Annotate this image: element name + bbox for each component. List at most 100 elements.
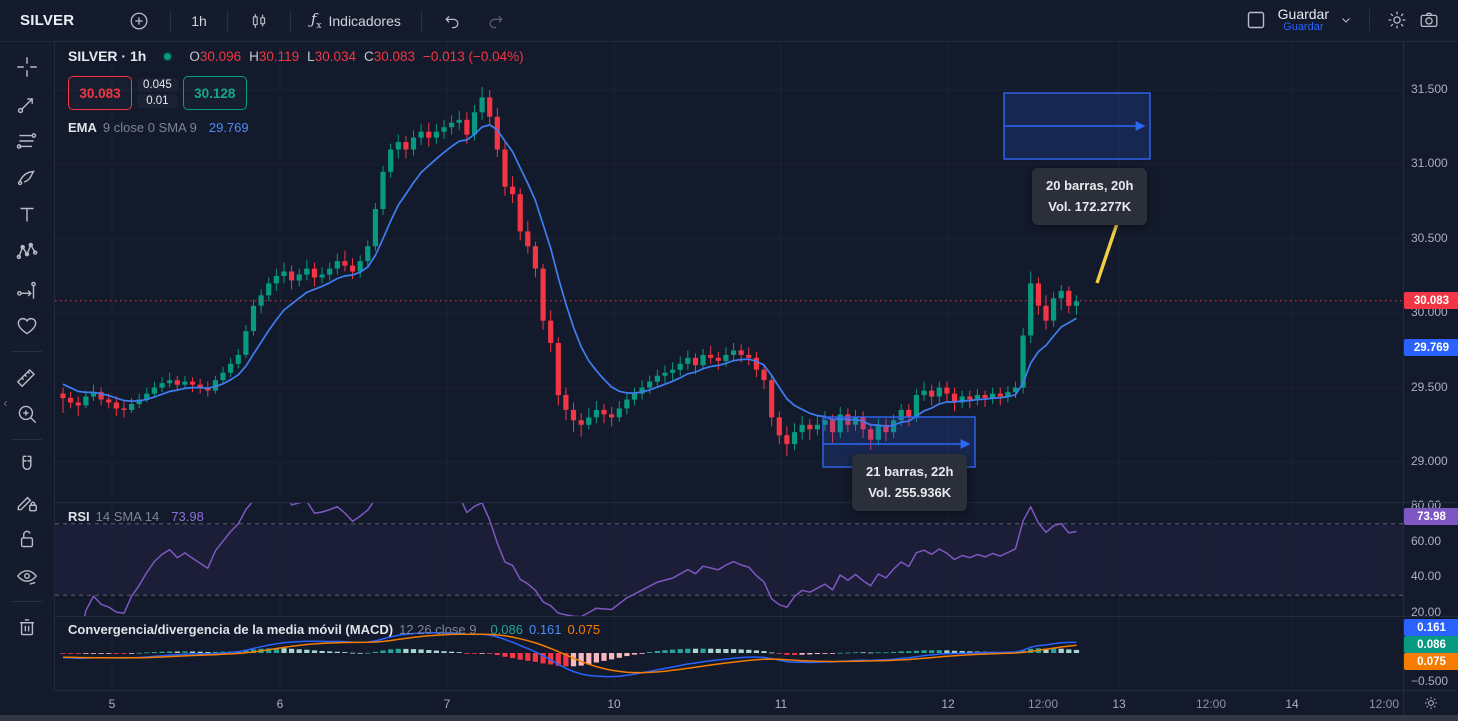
low-value: 30.034 [314, 48, 356, 64]
pane-separator[interactable] [1404, 616, 1458, 617]
measure-bars-text: 21 barras, 22h [866, 464, 954, 479]
open-value: 30.096 [199, 48, 242, 64]
editlock-icon [14, 489, 40, 515]
pattern-xabcd-tool[interactable] [8, 235, 46, 269]
magnet-icon [14, 452, 40, 478]
plus-circle-icon [128, 10, 150, 32]
spread-high: 0.045 [137, 78, 178, 92]
time-axis-tick: 12:00 [1027, 697, 1059, 711]
fib-retracement-tool[interactable] [8, 124, 46, 158]
toolbar-divider [420, 9, 422, 32]
time-axis-tick: 7 [443, 697, 451, 711]
eyehide-icon [14, 563, 40, 589]
macd-pane[interactable]: Convergencia/divergencia de la media móv… [55, 616, 1403, 691]
rsi-axis-tick: 40.00 [1411, 569, 1442, 583]
trend-line-tool[interactable] [8, 87, 46, 121]
zoom-in-tool[interactable] [8, 397, 46, 431]
macd-indicator-row[interactable]: Convergencia/divergencia de la media móv… [68, 622, 601, 637]
fib-icon [14, 128, 40, 154]
lock-all-tool[interactable] [8, 522, 46, 556]
time-axis-tick: 12 [941, 697, 955, 711]
ema-value: 29.769 [208, 120, 249, 135]
time-axis-tick: 12:00 [1195, 697, 1227, 711]
layout-icon[interactable] [1244, 8, 1268, 32]
price-axis-tick: 31.500 [1411, 82, 1448, 96]
measure-volume-text: Vol. 172.277K [1048, 199, 1132, 215]
rsi-indicator-row[interactable]: RSI 14 SMA 14 73.98 [68, 509, 204, 524]
buy-button[interactable]: 30.128 [182, 76, 247, 110]
toolbar-divider [12, 601, 42, 602]
indicators-button[interactable]: ƒx Indicadores [301, 5, 411, 36]
rsi-value: 73.98 [171, 509, 204, 524]
price-axis[interactable]: 31.500 31.000 30.500 30.000 29.500 29.000 80.0… [1403, 42, 1458, 690]
toolbar-divider [170, 9, 172, 32]
lock-icon [14, 526, 40, 552]
zoomin-icon [14, 401, 40, 427]
collapse-sidebar-chevron[interactable]: ‹ [3, 396, 8, 410]
top-toolbar: SILVER 1h ƒx Indicadores [0, 0, 1458, 42]
crosshair-tool[interactable] [8, 50, 46, 84]
undo-button[interactable] [432, 6, 472, 36]
time-axis-tick: 13 [1112, 697, 1126, 711]
save-button[interactable]: Guardar Guardar [1278, 7, 1329, 33]
trendline-icon [14, 91, 40, 117]
rsi-pane[interactable]: RSI 14 SMA 14 73.98 [55, 502, 1403, 617]
rsi-axis-tick: 60.00 [1411, 534, 1442, 548]
price-badge: 29.769 [1404, 339, 1458, 356]
toolbar-divider [12, 351, 42, 352]
time-axis-tick: 5 [108, 697, 116, 711]
toolbar-divider [226, 9, 228, 32]
toolbar-divider [289, 9, 291, 32]
drawing-lock-tool[interactable] [8, 485, 46, 519]
rsi-axis-tick: 20.00 [1411, 605, 1442, 619]
macd-line-value: 0.161 [528, 622, 562, 637]
legend-title[interactable]: SILVER · 1h [68, 48, 147, 64]
redo-button[interactable] [476, 6, 516, 36]
ruler-tool[interactable] [8, 360, 46, 394]
rsi-badge: 73.98 [1404, 508, 1458, 525]
redo-icon [486, 11, 506, 31]
fx-icon: ƒx [310, 10, 322, 31]
macd-badge: 0.161 [1404, 619, 1458, 636]
measure-tooltip-top: 20 barras, 20h Vol. 172.277K [1032, 168, 1148, 225]
macd-axis-tick: −0.500 [1411, 674, 1449, 688]
measure-volume-text: Vol. 255.936K [868, 485, 952, 501]
brush-tool[interactable] [8, 161, 46, 195]
ema-indicator-row[interactable]: EMA 9 close 0 SMA 9 29.769 [68, 120, 249, 135]
symbol-search-button[interactable] [118, 5, 160, 37]
time-axis-tick: 11 [774, 697, 788, 711]
chart-style-button[interactable] [238, 5, 280, 37]
window-bottom-edge [0, 715, 1458, 721]
settings-gear-icon[interactable] [1386, 9, 1408, 31]
macd-canvas[interactable] [55, 617, 1403, 691]
macd-badge: 0.075 [1404, 653, 1458, 670]
time-axis-tick: 10 [607, 697, 621, 711]
sell-button[interactable]: 30.083 [68, 76, 132, 110]
theme-sun-icon[interactable] [1423, 695, 1439, 711]
camera-snapshot-icon[interactable] [1418, 9, 1440, 31]
emoji-heart-tool[interactable] [8, 309, 46, 343]
pane-separator[interactable] [1404, 502, 1458, 503]
text-tool[interactable] [8, 198, 46, 232]
market-status-icon[interactable] [162, 50, 174, 62]
high-value: 30.119 [258, 48, 300, 64]
indicators-label: Indicadores [328, 12, 401, 29]
rsi-canvas[interactable] [55, 503, 1403, 617]
prediction-measure-tool[interactable] [8, 272, 46, 306]
main-chart-pane[interactable]: SILVER · 1h O30.096 H30.119 L30.034 C30.… [55, 42, 1403, 511]
spread-values: 0.045 0.01 [137, 78, 178, 108]
symbol-name[interactable]: SILVER [20, 12, 75, 29]
undo-icon [442, 11, 462, 31]
remove-drawings-tool[interactable] [8, 610, 46, 644]
hide-drawings-tool[interactable] [8, 559, 46, 593]
price-badge: 30.083 [1404, 292, 1458, 309]
order-panel: 30.083 0.045 0.01 30.128 [68, 76, 247, 110]
chevron-down-icon[interactable] [1339, 13, 1353, 27]
time-axis[interactable]: 5 6 7 10 11 12 12:00 13 12:00 14 12:00 [55, 690, 1403, 715]
close-value: 30.083 [373, 48, 416, 64]
measure-tooltip-bottom: 21 barras, 22h Vol. 255.936K [852, 454, 968, 511]
main-chart-canvas[interactable] [55, 42, 1403, 502]
magnet-tool[interactable] [8, 448, 46, 482]
interval-button[interactable]: 1h [191, 12, 207, 29]
